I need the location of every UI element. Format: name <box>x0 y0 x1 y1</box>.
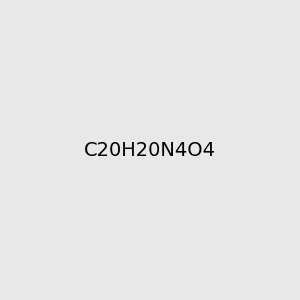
Text: C20H20N4O4: C20H20N4O4 <box>84 140 216 160</box>
